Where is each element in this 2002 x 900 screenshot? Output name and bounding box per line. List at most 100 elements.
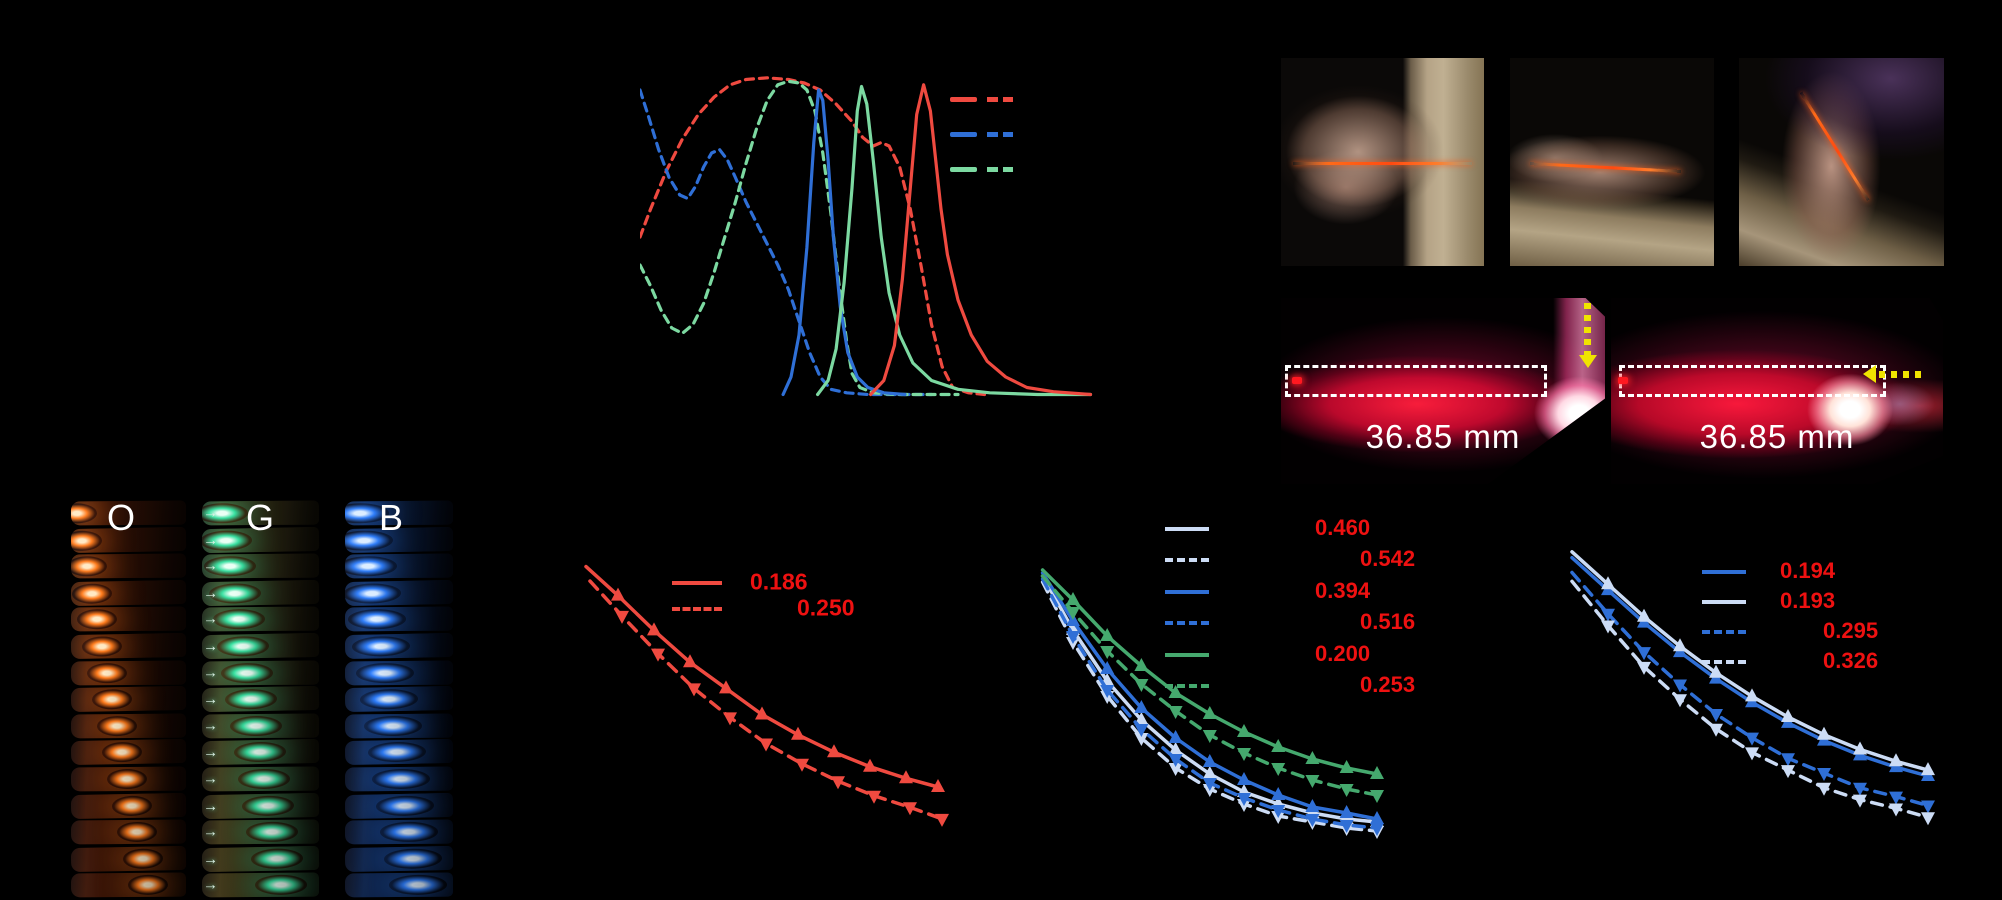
triangle-down-marker (1339, 820, 1354, 833)
triangle-up-marker (755, 706, 769, 720)
triangle-up-marker (1853, 741, 1867, 755)
fiber-strip (70, 632, 187, 660)
right-arrow-icon: → (202, 504, 219, 522)
triangle-down-marker (1745, 747, 1759, 761)
triangle-up-marker (1305, 799, 1320, 812)
measurement-rect (1285, 365, 1547, 397)
fit-value: 0.186 (750, 568, 808, 595)
triangle-up-marker (1202, 766, 1217, 779)
triangle-down-marker (1781, 753, 1795, 767)
left-arrow-icon (1863, 365, 1876, 383)
triangle-up-marker (1637, 608, 1651, 622)
fiber-strip: → (201, 660, 320, 686)
legend-row: 0.193 (1700, 587, 1900, 617)
fit-value: 0.295 (1823, 617, 1879, 643)
glow-spot (384, 847, 443, 870)
triangle-down-marker (1134, 733, 1149, 746)
glow-spot (363, 715, 423, 737)
triangle-up-marker (1673, 638, 1687, 652)
triangle-up-marker (1601, 576, 1615, 590)
decay-chart-right-legend: 0.194 0.193 0.295 0.326 (1700, 557, 1900, 677)
fiber-strip (344, 739, 454, 766)
glow-spot (254, 875, 307, 896)
fiber-strip (70, 660, 187, 685)
column-label-B: B (379, 497, 404, 538)
right-arrow-icon: → (202, 850, 219, 868)
dashed-line-sample (1165, 621, 1209, 626)
triangle-down-marker (1168, 763, 1183, 776)
fiber-strip (344, 873, 454, 898)
length-label: 36.85 mm (1699, 418, 1855, 455)
triangle-down-marker (1853, 794, 1867, 808)
glow-spot (102, 742, 143, 763)
glow-spot (237, 768, 291, 790)
triangle-up-marker (1305, 751, 1320, 764)
glow-spot (242, 794, 295, 816)
triangle-up-marker (1237, 724, 1251, 737)
measurement-rect (1619, 365, 1886, 397)
left-arrow-icon (1879, 371, 1923, 378)
dash-line-sample (1003, 132, 1013, 137)
right-arrow-icon: → (202, 663, 219, 681)
triangle-down-marker (1271, 763, 1286, 776)
fiber-strip (70, 792, 187, 819)
glow-spot (347, 609, 406, 630)
glow-photo-left: 36.85 mm (1281, 298, 1605, 484)
right-arrow-icon: → (202, 610, 219, 628)
triangle-down-marker (1370, 823, 1384, 836)
fiber-strip (344, 660, 454, 685)
triangle-up-marker (931, 779, 945, 792)
triangle-up-marker (1202, 754, 1217, 767)
triangle-down-marker (1709, 709, 1723, 723)
fiber-strip (70, 579, 187, 606)
fiber-strip (344, 553, 454, 579)
spectra-legend-row (950, 117, 1080, 152)
triangle-up-marker (1168, 685, 1183, 698)
right-arrow-icon: → (202, 823, 219, 841)
triangle-down-marker (1817, 782, 1831, 796)
fit-value: 0.250 (797, 594, 855, 621)
triangle-down-marker (1237, 748, 1251, 761)
glow-spot (212, 609, 265, 630)
triangle-down-marker (1100, 685, 1115, 698)
glow-spot (221, 662, 274, 683)
triangle-up-marker (1339, 805, 1354, 818)
spectra-legend-row (950, 152, 1080, 187)
fiber-strip (344, 607, 454, 632)
glow-spot (376, 794, 435, 817)
triangle-up-marker (719, 680, 733, 694)
glow-spot (71, 583, 113, 604)
glow-spot (250, 847, 303, 869)
fiber-strip (70, 872, 187, 898)
glow-spot (208, 582, 261, 604)
legend-row: 0.200 (1163, 639, 1423, 671)
triangle-up-marker (1168, 730, 1183, 743)
glow-spot (70, 503, 97, 524)
triangle-up-marker (1100, 661, 1115, 674)
down-arrow-icon (1584, 303, 1591, 355)
solid-line-sample (950, 167, 977, 172)
length-label: 36.85 mm (1365, 418, 1521, 455)
fit-value: 0.194 (1780, 557, 1836, 583)
fiber-column-G: → → → → → → → → → → → → → → → G (201, 497, 320, 900)
triangle-up-marker (1709, 664, 1723, 678)
triangle-up-marker (1745, 688, 1759, 702)
fiber-strip (70, 606, 187, 632)
fiber-strip (344, 766, 454, 792)
legend-row: 0.186 (660, 568, 880, 596)
triangle-up-marker (863, 758, 877, 772)
red-emission-curve (869, 83, 1093, 397)
glow-photo-right: 36.85 mm (1611, 298, 1943, 484)
legend-row: 0.394 (1163, 576, 1423, 608)
solid-line-sample (1702, 600, 1746, 604)
glow-spot (367, 741, 427, 763)
glow-spot (91, 689, 133, 710)
down-arrow-icon (1579, 355, 1597, 368)
fit-value: 0.253 (1360, 672, 1416, 698)
spectra-chart (640, 76, 1093, 397)
right-arrow-icon: → (202, 637, 219, 656)
triangle-down-marker (1202, 778, 1217, 791)
fiber-line (1530, 162, 1682, 174)
triangle-up-marker (1134, 700, 1149, 713)
triangle-down-marker (935, 813, 949, 827)
